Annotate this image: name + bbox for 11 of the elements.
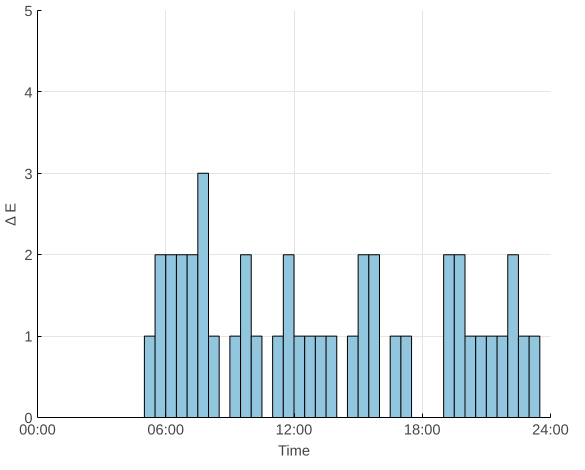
x-tick-label: 06:00 <box>147 422 184 438</box>
y-axis-title: Δ E <box>3 202 20 226</box>
y-tick-label: 1 <box>24 330 33 346</box>
x-axis-title: Time <box>278 444 310 460</box>
y-tick-label: 2 <box>24 248 33 264</box>
y-tick-label: 5 <box>24 4 33 20</box>
x-tick-label: 18:00 <box>404 422 441 438</box>
x-tick-label: 24:00 <box>532 422 569 438</box>
x-tick-label: 12:00 <box>276 422 312 438</box>
y-tick-label: 4 <box>24 85 33 102</box>
y-tick-label: 3 <box>24 166 33 183</box>
